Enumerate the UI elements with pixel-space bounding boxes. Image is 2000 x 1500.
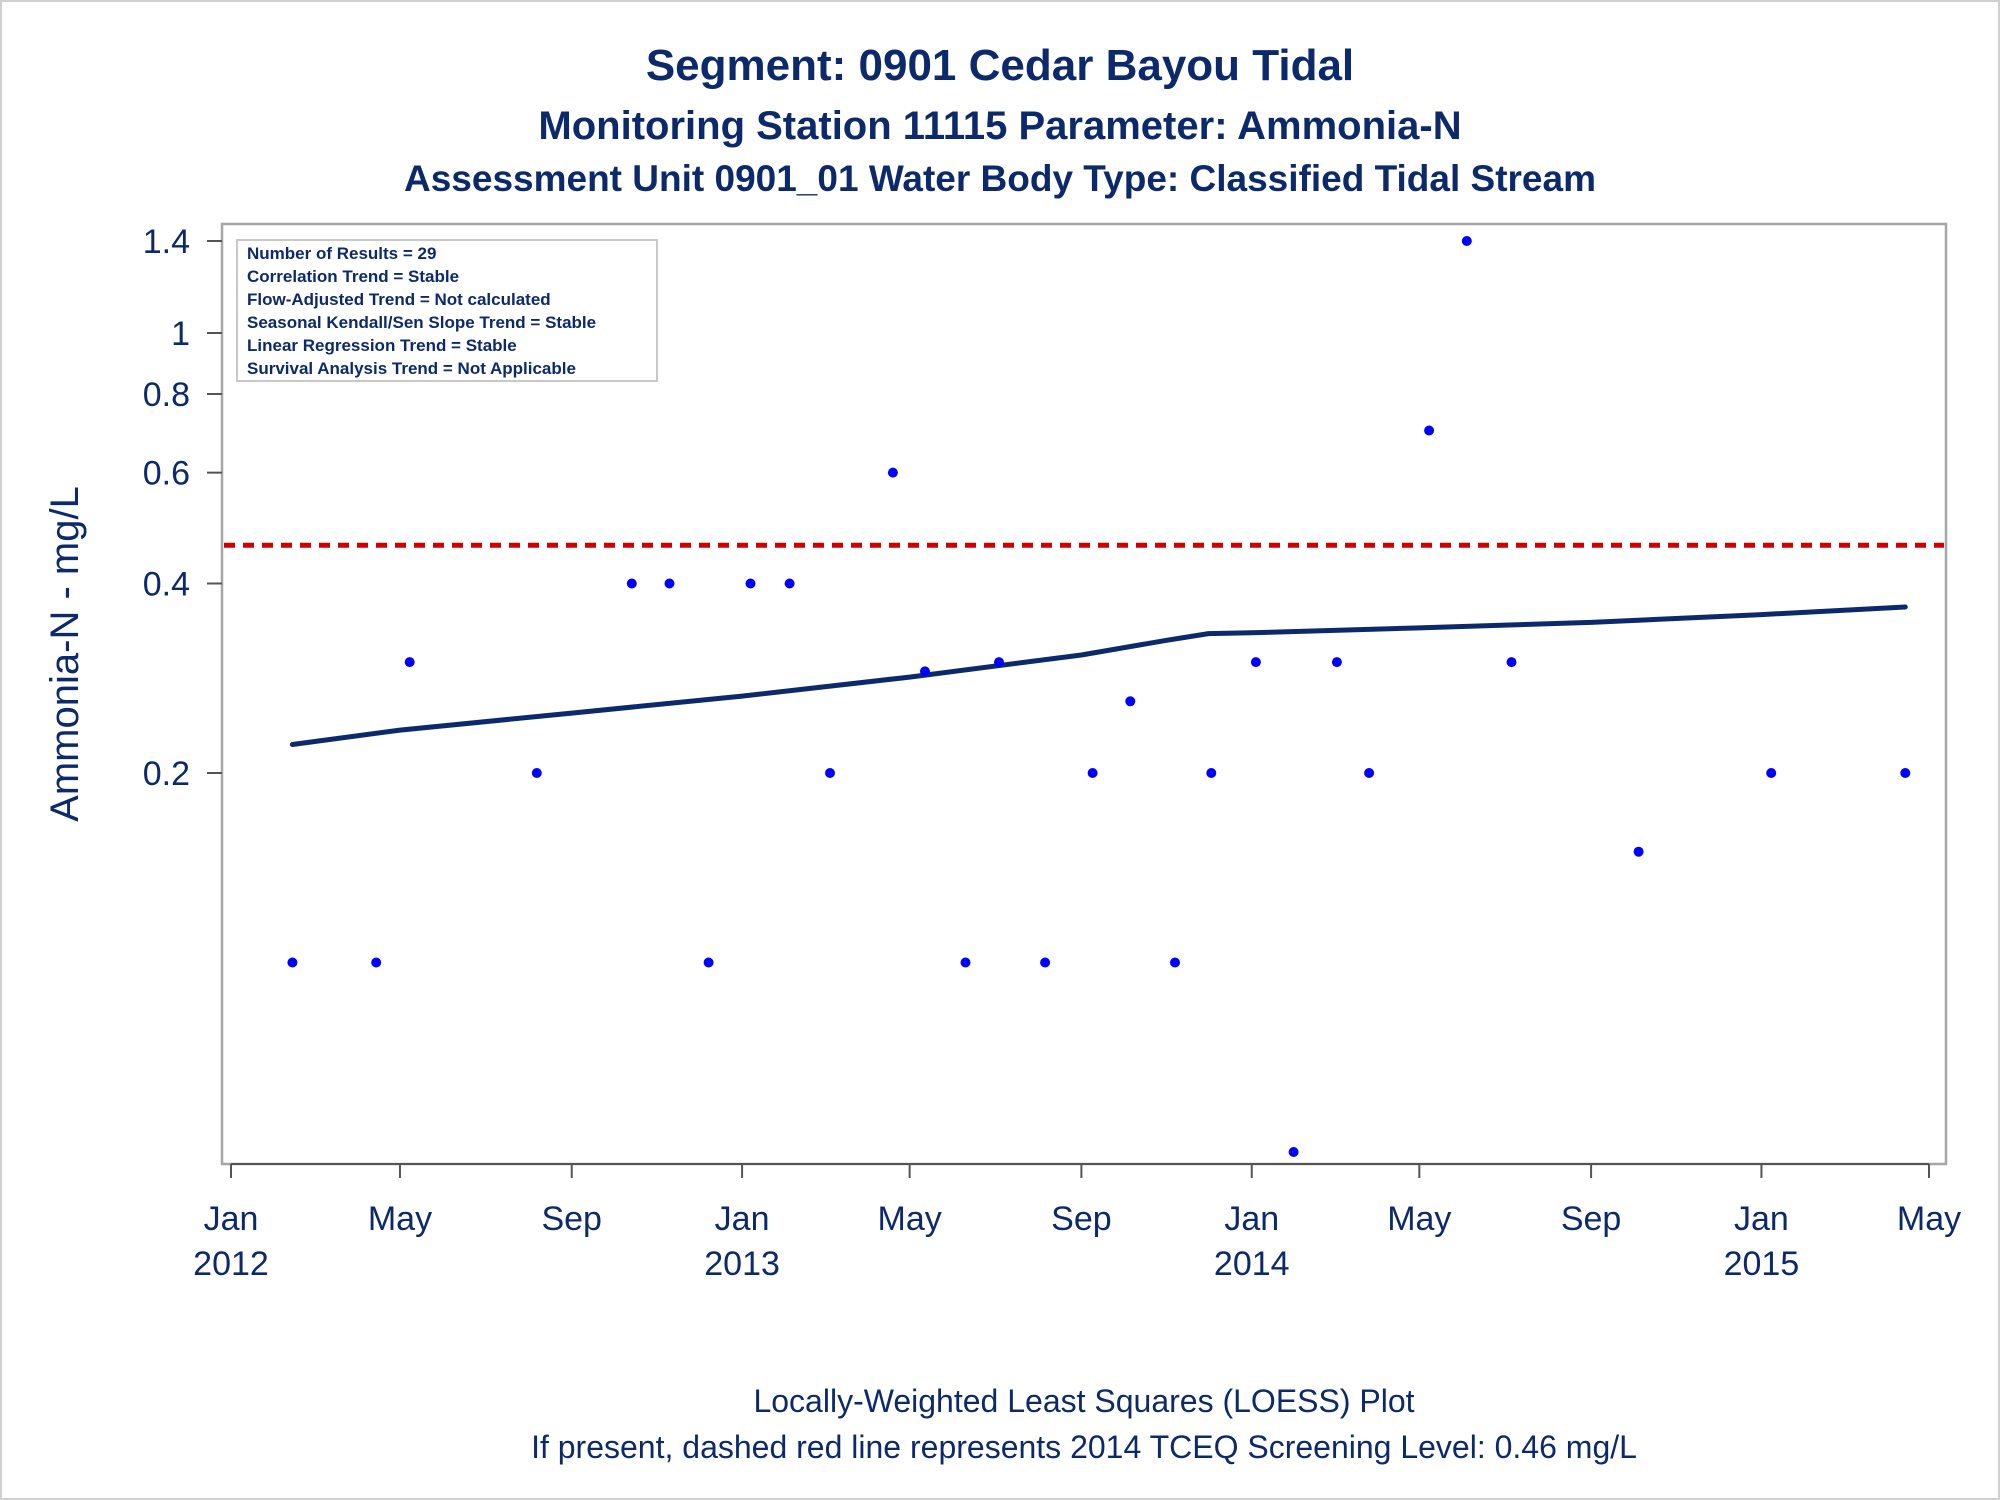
footnote-line-2: If present, dashed red line represents 2… (531, 1429, 1637, 1465)
data-point (887, 467, 898, 478)
data-point (626, 578, 637, 589)
data-point (784, 578, 795, 589)
loess-trend-line (289, 604, 1908, 747)
data-point (745, 578, 756, 589)
data-point (1087, 768, 1098, 778)
x-tick-label: May (1897, 1200, 1961, 1238)
x-tick-label: Jan (1734, 1200, 1789, 1238)
data-point (1900, 768, 1911, 778)
x-tick-year-label: 2015 (1724, 1245, 1800, 1283)
y-axis-title: Ammonia-N - mg/L (43, 486, 87, 822)
stats-line: Survival Analysis Trend = Not Applicable (247, 359, 576, 378)
y-tick-label: 0.6 (143, 455, 190, 493)
data-point (825, 768, 835, 778)
chart-subtitle: Monitoring Station 11115 Parameter: Ammo… (538, 104, 1461, 148)
data-point (1170, 957, 1180, 968)
footnote-line-1: Locally-Weighted Least Squares (LOESS) P… (753, 1383, 1414, 1419)
chart-title: Segment: 0901 Cedar Bayou Tidal (646, 41, 1354, 90)
data-point (1288, 1147, 1299, 1157)
data-point (1424, 425, 1435, 436)
stats-line: Linear Regression Trend = Stable (247, 336, 517, 355)
y-axis: 0.2 0.4 0.6 0.8 1 1.4 (143, 223, 222, 793)
x-tick-label: Jan (715, 1200, 770, 1238)
y-tick-label: 0.8 (143, 376, 190, 414)
y-tick-label: 0.2 (143, 755, 190, 793)
stats-box: Number of Results = 29 Correlation Trend… (236, 239, 658, 382)
data-point (1461, 236, 1472, 246)
x-tick-label: May (368, 1200, 432, 1238)
x-tick-year-label: 2013 (704, 1245, 780, 1283)
x-tick-label: Jan (1224, 1200, 1279, 1238)
x-tick-label: Sep (1561, 1200, 1622, 1238)
data-point (1331, 657, 1342, 668)
x-tick-label: Sep (541, 1200, 602, 1238)
data-point (1364, 768, 1375, 778)
y-tick-label: 1 (171, 315, 190, 353)
stats-line: Flow-Adjusted Trend = Not calculated (247, 290, 551, 309)
x-tick-label: May (878, 1200, 942, 1238)
data-point (960, 957, 971, 968)
x-tick-year-label: 2014 (1214, 1245, 1290, 1283)
data-point (1766, 768, 1777, 778)
data-point (1125, 696, 1136, 707)
data-point (1206, 768, 1217, 778)
data-point (1250, 657, 1261, 668)
stats-line: Number of Results = 29 (247, 244, 436, 263)
y-tick-label: 1.4 (143, 223, 190, 261)
data-point (404, 657, 415, 668)
data-point (703, 957, 714, 968)
data-point (287, 957, 298, 968)
y-tick-label: 0.4 (143, 565, 190, 603)
stats-line: Seasonal Kendall/Sen Slope Trend = Stabl… (247, 313, 596, 332)
data-point (1633, 846, 1644, 857)
stats-box-frame (236, 239, 658, 382)
chart-subtitle-2: Assessment Unit 0901_01 Water Body Type:… (404, 158, 1596, 199)
x-tick-label: May (1387, 1200, 1451, 1238)
data-point (531, 768, 542, 778)
x-axis: Jan 2012 May Sep Jan 2013 May Sep Jan 2014 May Sep J… (193, 1163, 1961, 1283)
data-point (1040, 957, 1051, 968)
x-tick-label: Sep (1051, 1200, 1112, 1238)
x-tick-year-label: 2012 (193, 1245, 269, 1283)
data-point (1506, 657, 1517, 668)
data-point (994, 657, 1004, 668)
data-point (920, 666, 930, 677)
x-tick-label: Jan (204, 1200, 259, 1238)
stats-line: Correlation Trend = Stable (247, 267, 459, 286)
data-point (371, 957, 382, 968)
data-point (664, 578, 675, 589)
series-layer (287, 236, 1911, 1157)
